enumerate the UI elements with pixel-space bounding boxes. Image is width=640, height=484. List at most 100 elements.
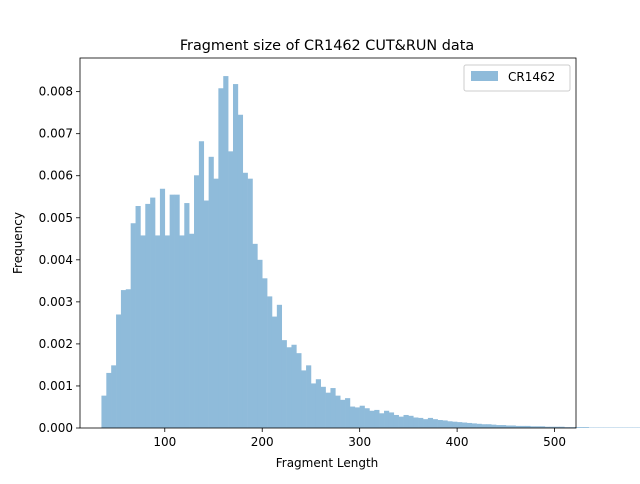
histogram-bar — [350, 407, 355, 428]
histogram-bar — [428, 418, 433, 428]
x-tick-label: 200 — [251, 435, 274, 449]
histogram-bar — [218, 88, 223, 428]
histogram-bar — [345, 398, 350, 428]
histogram-bar — [223, 76, 228, 428]
histogram-bar — [184, 203, 189, 428]
histogram-bar — [116, 314, 121, 428]
x-axis-label: Fragment Length — [276, 456, 379, 470]
histogram-bar — [369, 411, 374, 428]
histogram-bar — [306, 365, 311, 428]
histogram-bar — [111, 365, 116, 428]
histogram-bar — [233, 84, 238, 428]
histogram-bar — [209, 157, 214, 428]
histogram-bar — [282, 340, 287, 428]
histogram-bar — [287, 347, 292, 428]
histogram-bar — [399, 417, 404, 428]
histogram-bar — [126, 289, 131, 428]
histogram-bar — [365, 408, 370, 428]
histogram-bar — [321, 387, 326, 428]
histogram-bar — [291, 345, 296, 428]
histogram-bar — [467, 423, 472, 428]
histogram-bar — [413, 417, 418, 428]
histogram-bar — [384, 411, 389, 428]
histogram-bar — [486, 424, 491, 428]
y-tick-label: 0.007 — [39, 127, 73, 141]
histogram-bar — [257, 260, 262, 428]
histogram-bar — [360, 406, 365, 428]
histogram-bar — [408, 416, 413, 428]
histogram-bar — [155, 235, 160, 428]
histogram-bar — [389, 412, 394, 428]
y-axis-label: Frequency — [11, 212, 25, 274]
histogram-bar — [301, 370, 306, 428]
histogram-bar — [462, 423, 467, 428]
histogram-bar — [452, 422, 457, 428]
histogram-bar — [326, 393, 331, 428]
histogram-bar — [243, 173, 248, 428]
legend-label: CR1462 — [508, 70, 555, 84]
histogram-bar — [228, 151, 233, 428]
histogram-bar — [199, 141, 204, 428]
histogram-bar — [160, 189, 165, 428]
histogram-bar — [438, 420, 443, 428]
legend: CR1462 — [464, 65, 570, 91]
histogram-bar — [423, 419, 428, 428]
histogram-bar — [121, 290, 126, 428]
histogram-bar — [175, 195, 180, 428]
histogram-bar — [194, 175, 199, 428]
x-tick-label: 300 — [348, 435, 371, 449]
histogram-bar — [340, 400, 345, 428]
histogram-bar — [165, 235, 170, 428]
histogram-bar — [379, 413, 384, 428]
histogram-bar — [394, 415, 399, 428]
x-tick-label: 100 — [153, 435, 176, 449]
histogram-bar — [252, 244, 257, 428]
chart-title: Fragment size of CR1462 CUT&RUN data — [180, 38, 474, 54]
histogram-bar — [267, 296, 272, 428]
histogram-bar — [330, 388, 335, 428]
y-tick-label: 0.006 — [39, 169, 73, 183]
histogram-bar — [214, 179, 219, 428]
histogram-bar — [272, 317, 277, 428]
histogram-bar — [140, 235, 145, 428]
histogram-bar — [136, 206, 141, 428]
histogram-bar — [418, 418, 423, 428]
histogram-bar — [145, 204, 150, 428]
histogram-bar — [496, 425, 501, 428]
histogram-bar — [433, 419, 438, 428]
histogram-bar — [404, 415, 409, 428]
x-tick-label: 400 — [446, 435, 469, 449]
y-tick-label: 0.002 — [39, 337, 73, 351]
histogram-bar — [204, 201, 209, 428]
histogram-bar — [447, 421, 452, 428]
histogram-bar — [101, 396, 106, 428]
y-tick-label: 0.001 — [39, 379, 73, 393]
histogram-bar — [584, 427, 589, 428]
histogram-bar — [491, 425, 496, 428]
histogram-bar — [170, 195, 175, 428]
histogram-bar — [150, 198, 155, 428]
histogram-bar — [296, 353, 301, 428]
histogram-bar — [579, 427, 584, 428]
histogram-bar — [238, 115, 243, 428]
histogram-bar — [355, 407, 360, 428]
histogram-bar — [248, 179, 253, 428]
histogram-bar — [335, 396, 340, 428]
y-tick-label: 0.004 — [39, 253, 73, 267]
y-tick-label: 0.000 — [39, 421, 73, 435]
histogram-bar — [311, 383, 316, 428]
histogram-bar — [316, 379, 321, 428]
y-tick-label: 0.003 — [39, 295, 73, 309]
histogram-bar — [501, 425, 506, 428]
histogram-bar — [277, 305, 282, 428]
histogram-bar — [472, 423, 477, 428]
y-tick-label: 0.008 — [39, 85, 73, 99]
histogram-bar — [131, 223, 136, 428]
legend-swatch — [471, 71, 498, 81]
histogram-bar — [262, 278, 267, 428]
histogram-bar — [189, 234, 194, 428]
y-tick-label: 0.005 — [39, 211, 73, 225]
histogram-bar — [481, 424, 486, 428]
